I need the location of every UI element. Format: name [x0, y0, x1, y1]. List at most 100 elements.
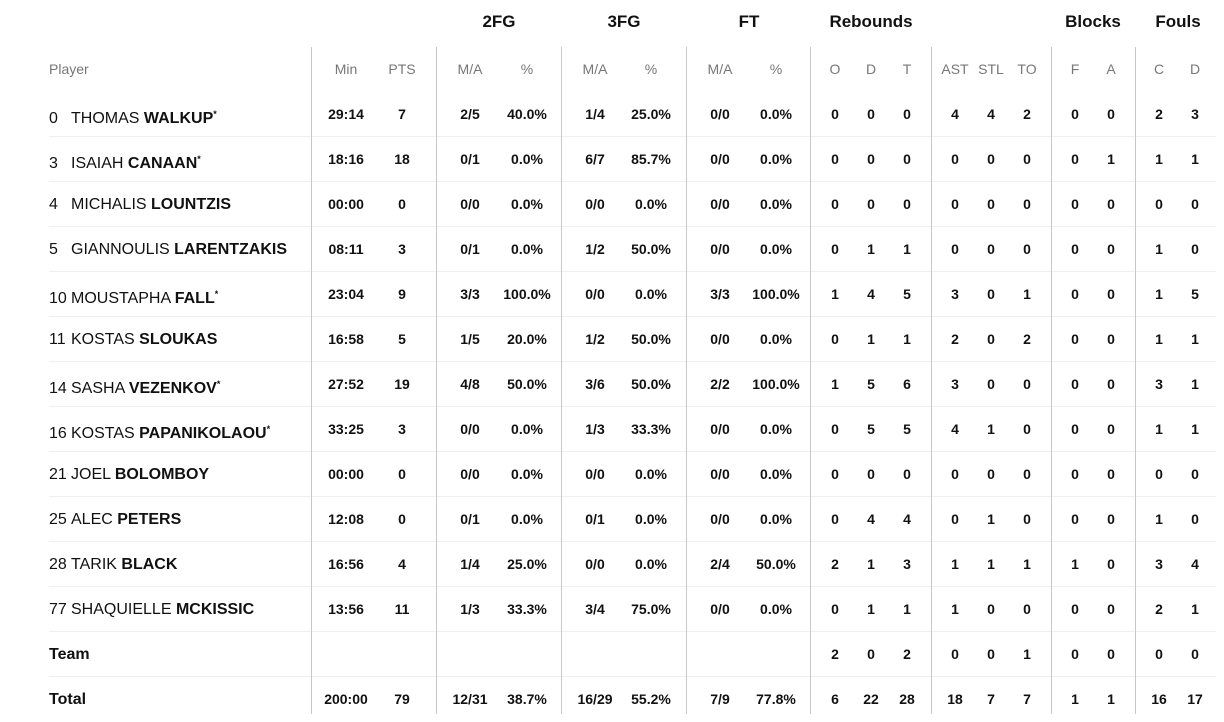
column-header: F [1070, 61, 1080, 77]
stat-cell: 20.0% [507, 331, 547, 347]
jersey-number: 21 [49, 466, 67, 483]
stat-cell: 4 [951, 421, 959, 437]
group-header-ft: FT [738, 12, 760, 31]
column-header: % [644, 61, 658, 77]
first-name: KOSTAS [71, 425, 135, 442]
player-row: 3 ISAIAH CANAAN* 18:16 18 0/1 0.0% 6/7 85.7% 0/0… [0, 137, 1224, 182]
stat-cell: 50.0% [507, 376, 547, 392]
stat-cell: 0 [987, 196, 995, 212]
row-separator [49, 361, 1216, 362]
first-name: TARIK [71, 556, 117, 573]
jersey-number: 10 [49, 290, 67, 307]
stat-cell: 0 [1071, 151, 1079, 167]
stat-cell: 0 [1071, 511, 1079, 527]
stat-cell: 1 [951, 601, 959, 617]
last-name: LARENTZAKIS [174, 241, 288, 258]
stat-cell: 0 [987, 241, 995, 257]
stat-cell: 0 [1023, 466, 1031, 482]
stat-cell: 1 [1023, 286, 1031, 302]
stat-cell: 50.0% [631, 241, 671, 257]
stat-cell: 1 [867, 601, 875, 617]
stat-cell: 0 [951, 466, 959, 482]
column-header: M/A [582, 61, 608, 77]
stat-cell: 0 [1107, 556, 1115, 572]
stat-cell: 4 [398, 556, 406, 572]
column-divider [1051, 47, 1052, 714]
column-divider [561, 47, 562, 714]
player-row: 14 SASHA VEZENKOV* 27:52 19 4/8 50.0% 3/6 50.0%… [0, 362, 1224, 407]
stat-cell: 0/1 [460, 241, 480, 257]
stat-cell: 0 [987, 646, 995, 662]
column-header: % [520, 61, 534, 77]
stat-cell: 16:58 [328, 331, 364, 347]
player-name: 14 SASHA VEZENKOV* [49, 362, 220, 407]
column-divider [436, 47, 437, 714]
stat-cell: 0 [831, 331, 839, 347]
stat-cell: 0 [1107, 286, 1115, 302]
player-name: 4 MICHALIS LOUNTZIS [49, 182, 231, 227]
starter-mark: * [216, 379, 221, 389]
stat-cell: 1 [903, 241, 911, 257]
row-separator [49, 586, 1216, 587]
stat-cell: 00:00 [328, 466, 364, 482]
stat-cell: 1 [1155, 421, 1163, 437]
last-name: BOLOMBOY [114, 466, 210, 483]
stat-cell: 1 [903, 331, 911, 347]
stat-cell: 5 [398, 331, 406, 347]
stat-cell: 1/3 [460, 601, 480, 617]
stat-cell: 33.3% [507, 601, 547, 617]
stat-cell: 0 [831, 151, 839, 167]
player-row: 4 MICHALIS LOUNTZIS 00:00 0 0/0 0.0% 0/0 0.0% 0/… [0, 182, 1224, 227]
stat-cell: 3/6 [585, 376, 605, 392]
player-name: 10 MOUSTAPHA FALL* [49, 272, 218, 317]
stat-cell: 0 [1023, 196, 1031, 212]
stat-cell: 1 [1071, 691, 1079, 707]
stat-cell: 1 [987, 421, 995, 437]
stat-cell: 0 [1107, 196, 1115, 212]
stat-cell: 1 [1191, 601, 1199, 617]
stat-cell: 0 [1071, 421, 1079, 437]
stat-cell: 1 [1155, 511, 1163, 527]
stat-cell: 0 [987, 151, 995, 167]
stat-cell: 1 [831, 286, 839, 302]
stat-cell: 0/0 [710, 241, 730, 257]
last-name: CANAAN [127, 155, 198, 172]
first-name: SASHA [71, 380, 125, 397]
last-name: BLACK [121, 556, 178, 573]
stat-cell: 0 [398, 511, 406, 527]
stat-cell: 40.0% [507, 106, 547, 122]
stat-cell: 0 [1071, 646, 1079, 662]
stat-cell: 1 [1155, 331, 1163, 347]
first-name: SHAQUIELLE [71, 601, 172, 618]
stat-cell: 38.7% [507, 691, 547, 707]
stat-cell: 1 [1023, 556, 1031, 572]
stat-cell: 19 [394, 376, 410, 392]
stat-cell: 100.0% [503, 286, 551, 302]
player-name: Team [49, 632, 90, 677]
stat-cell: 4 [867, 511, 875, 527]
player-name: 16 KOSTAS PAPANIKOLAOU* [49, 407, 270, 452]
stat-cell: 0.0% [760, 241, 792, 257]
player-row: 25 ALEC PETERS 12:08 0 0/1 0.0% 0/1 0.0% 0/0 0.0%… [0, 497, 1224, 542]
group-header-blocks: Blocks [1065, 12, 1121, 31]
stat-cell: 0 [987, 286, 995, 302]
row-separator [49, 136, 1216, 137]
stat-cell: 7/9 [710, 691, 730, 707]
player-row: 11 KOSTAS SLOUKAS 16:58 5 1/5 20.0% 1/2 50.0% 0/… [0, 317, 1224, 362]
stat-cell: 0 [903, 466, 911, 482]
stat-cell: 5 [1191, 286, 1199, 302]
stat-cell: 0 [398, 196, 406, 212]
stat-cell: 50.0% [631, 376, 671, 392]
stat-cell: 2 [1023, 106, 1031, 122]
stat-cell: 0.0% [635, 556, 667, 572]
column-divider [686, 47, 687, 714]
stat-cell: 29:14 [328, 106, 364, 122]
stat-cell: 0/0 [585, 196, 605, 212]
stat-cell: 1/2 [585, 241, 605, 257]
jersey-number: 5 [49, 241, 58, 258]
starter-mark: * [197, 154, 201, 164]
first-name: MOUSTAPHA [71, 290, 171, 307]
player-row: 21 JOEL BOLOMBOY 00:00 0 0/0 0.0% 0/0 0.0% 0/0 0.… [0, 452, 1224, 497]
first-name: GIANNOULIS [71, 241, 170, 258]
stat-cell: 0 [1023, 601, 1031, 617]
